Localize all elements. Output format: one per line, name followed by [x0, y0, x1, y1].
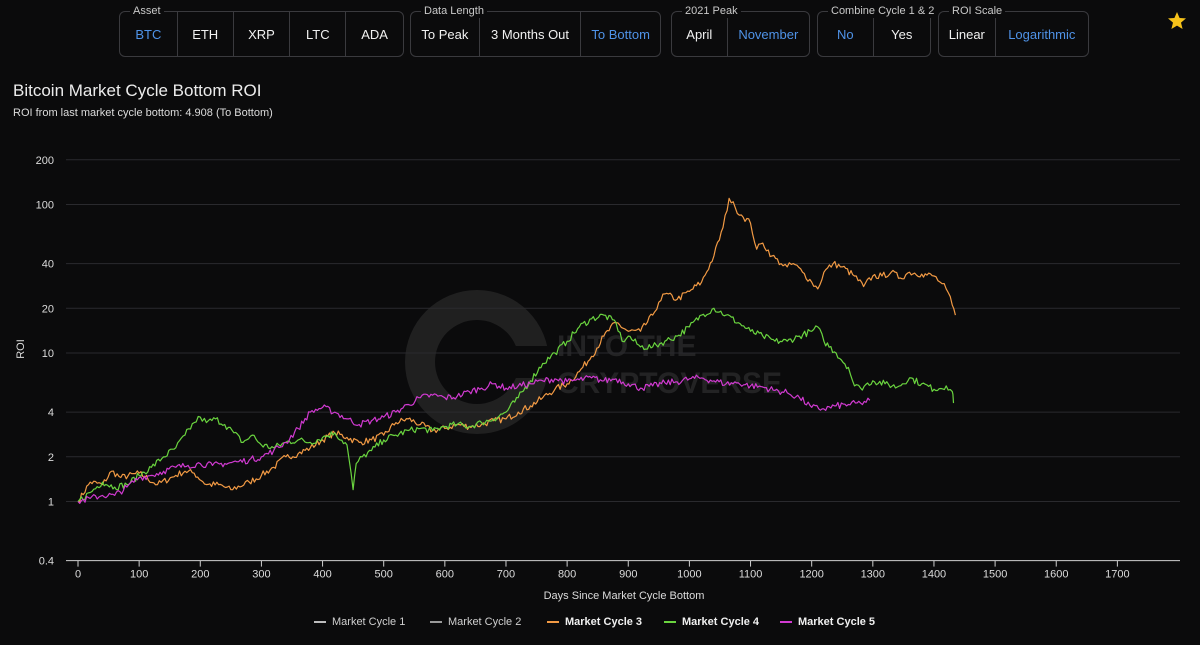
legend-swatch — [430, 621, 442, 623]
data-length-label: Data Length — [421, 4, 487, 18]
legend-label: Market Cycle 3 — [565, 616, 643, 628]
x-tick-label: 700 — [497, 569, 515, 581]
x-tick-label: 600 — [436, 569, 454, 581]
peak-2021-group: 2021 Peak April November — [671, 4, 810, 57]
x-tick-label: 800 — [558, 569, 576, 581]
legend-label: Market Cycle 4 — [682, 616, 760, 628]
watermark-line1: INTO THE — [557, 330, 696, 363]
combine-cycle-option-yes[interactable]: Yes — [891, 26, 913, 42]
series-line-market-cycle-3 — [77, 197, 956, 503]
roi-scale-group: ROI Scale Linear Logarithmic — [938, 4, 1089, 57]
asset-option-ada[interactable]: ADA — [361, 26, 388, 42]
legend-item-market-cycle-3[interactable]: Market Cycle 3 — [547, 616, 642, 628]
x-tick-label: 1400 — [922, 569, 946, 581]
y-tick-label: 4 — [48, 407, 54, 419]
legend-item-market-cycle-1[interactable]: Market Cycle 1 — [314, 616, 405, 628]
x-tick-label: 1500 — [983, 569, 1007, 581]
legend-swatch — [780, 621, 792, 623]
data-length-option-to-peak[interactable]: To Peak — [411, 12, 480, 56]
y-tick-label: 100 — [36, 200, 54, 212]
asset-option-eth[interactable]: ETH — [178, 12, 234, 56]
roi-chart: INTO THE CRYPTOVERSE 0.4 1 2 4 10 20 40 100 200 0… — [15, 155, 1180, 602]
x-tick-label: 200 — [191, 569, 209, 581]
y-tick-label: 10 — [42, 348, 54, 360]
x-tick-label: 1300 — [861, 569, 885, 581]
x-tick-label: 1100 — [739, 569, 763, 581]
y-tick-label: 1 — [48, 497, 54, 509]
combine-cycle-label: Combine Cycle 1 & 2 — [828, 4, 938, 18]
roi-scale-label: ROI Scale — [949, 4, 1006, 18]
roi-scale-option-logarithmic[interactable]: Logarithmic — [1008, 26, 1076, 42]
asset-option-xrp[interactable]: XRP — [234, 12, 291, 56]
x-tick-label: 1000 — [677, 569, 701, 581]
chart-subtitle: ROI from last market cycle bottom: 4.908… — [13, 107, 273, 119]
legend-swatch — [547, 621, 559, 623]
x-tick-label: 0 — [75, 569, 81, 581]
series-line-market-cycle-5 — [77, 374, 871, 504]
legend-swatch — [664, 621, 676, 623]
y-tick-label: 2 — [48, 452, 54, 464]
legend-label: Market Cycle 1 — [332, 616, 406, 628]
combine-cycle-group: Combine Cycle 1 & 2 No Yes — [817, 4, 938, 57]
x-tick-label: 1700 — [1105, 569, 1129, 581]
peak-2021-option-november[interactable]: November — [738, 26, 799, 42]
x-tick-label: 900 — [619, 569, 637, 581]
x-axis-label: Days Since Market Cycle Bottom — [544, 590, 705, 602]
roi-scale-option-linear[interactable]: Linear — [939, 12, 996, 56]
x-tick-label: 1200 — [799, 569, 823, 581]
legend-item-market-cycle-4[interactable]: Market Cycle 4 — [664, 616, 759, 628]
peak-2021-option-april[interactable]: April — [672, 12, 728, 56]
y-tick-label: 200 — [36, 155, 54, 167]
data-length-option-to-bottom[interactable]: To Bottom — [591, 26, 650, 42]
y-axis-label: ROI — [15, 339, 27, 359]
series-line-market-cycle-4 — [77, 307, 955, 502]
x-tick-label: 100 — [130, 569, 148, 581]
x-tick-label: 400 — [313, 569, 331, 581]
y-tick-label: 40 — [42, 259, 54, 271]
x-tick-label: 500 — [375, 569, 393, 581]
data-length-group: Data Length To Peak 3 Months Out To Bottom — [410, 4, 661, 57]
chart-title: Bitcoin Market Cycle Bottom ROI — [13, 81, 262, 100]
x-tick-label: 1600 — [1044, 569, 1068, 581]
asset-option-btc[interactable]: BTC — [120, 12, 178, 56]
legend-swatch — [314, 621, 326, 623]
asset-label: Asset — [130, 4, 164, 18]
x-tick-label: 300 — [252, 569, 270, 581]
asset-option-ltc[interactable]: LTC — [290, 12, 347, 56]
y-tick-label: 20 — [42, 303, 54, 315]
legend-item-market-cycle-5[interactable]: Market Cycle 5 — [780, 616, 875, 628]
combine-cycle-option-no[interactable]: No — [818, 12, 874, 56]
star-icon[interactable] — [1167, 11, 1187, 31]
toolbar: Asset BTC ETH XRP LTC ADA Data Length To Peak 3 … — [0, 0, 1200, 64]
watermark-logo-icon — [405, 290, 549, 434]
legend-item-market-cycle-2[interactable]: Market Cycle 2 — [430, 616, 521, 628]
watermark: INTO THE CRYPTOVERSE — [405, 290, 782, 434]
data-length-option-3-months-out[interactable]: 3 Months Out — [480, 12, 582, 56]
asset-group: Asset BTC ETH XRP LTC ADA — [119, 4, 404, 57]
y-tick-label: 0.4 — [39, 556, 54, 568]
peak-2021-label: 2021 Peak — [682, 4, 741, 18]
legend-label: Market Cycle 2 — [448, 616, 522, 628]
legend: Market Cycle 1 Market Cycle 2 Market Cycle… — [0, 616, 1200, 634]
legend-label: Market Cycle 5 — [798, 616, 876, 628]
